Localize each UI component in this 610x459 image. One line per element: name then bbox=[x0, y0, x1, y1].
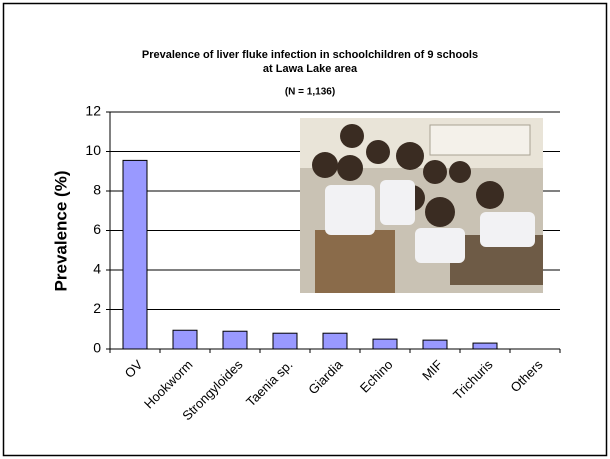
photo-head bbox=[476, 181, 504, 209]
y-tick-label: 8 bbox=[93, 182, 101, 198]
photo-head bbox=[449, 161, 471, 183]
photo-head bbox=[396, 142, 424, 170]
chart-title: Prevalence of liver fluke infection in s… bbox=[142, 49, 478, 75]
photo-shirt bbox=[380, 180, 415, 225]
photo-shirt bbox=[480, 212, 535, 247]
photo-head bbox=[423, 160, 447, 184]
bar bbox=[472, 342, 498, 350]
y-tick-label: 6 bbox=[93, 221, 101, 237]
bar bbox=[372, 338, 398, 350]
photo-head bbox=[425, 197, 455, 227]
photo-shirt bbox=[325, 185, 375, 235]
photo-chair bbox=[315, 230, 395, 293]
photo-head bbox=[366, 140, 390, 164]
photo bbox=[300, 118, 543, 293]
bar bbox=[172, 329, 198, 350]
bar bbox=[272, 332, 298, 350]
bar bbox=[122, 159, 148, 350]
y-axis-label: Prevalence (%) bbox=[51, 171, 70, 292]
photo-head bbox=[337, 155, 363, 181]
y-tick-label: 0 bbox=[93, 340, 101, 356]
photo-head bbox=[312, 152, 338, 178]
chart-title-line: Prevalence of liver fluke infection in s… bbox=[142, 49, 478, 61]
bar bbox=[422, 339, 448, 350]
chart-title-line: at Lawa Lake area bbox=[263, 63, 358, 75]
bar bbox=[322, 332, 348, 350]
y-tick-label: 4 bbox=[93, 261, 101, 277]
photo-window bbox=[429, 124, 531, 156]
photo-head bbox=[340, 124, 364, 148]
bar bbox=[222, 330, 248, 350]
photo-shirt bbox=[415, 228, 465, 263]
y-tick-label: 12 bbox=[85, 103, 101, 119]
chart-subtitle: (N = 1,136) bbox=[285, 87, 335, 98]
y-tick-label: 2 bbox=[93, 300, 101, 316]
y-tick-label: 10 bbox=[85, 142, 101, 158]
